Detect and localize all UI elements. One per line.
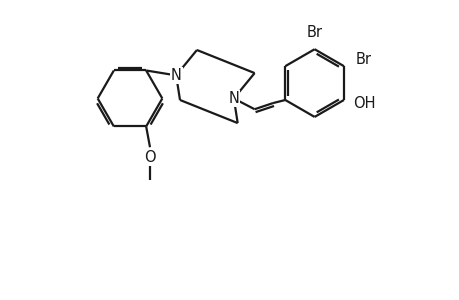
Text: OH: OH: [353, 96, 375, 111]
Text: N: N: [228, 91, 239, 106]
Text: N: N: [170, 68, 181, 83]
Text: Br: Br: [354, 52, 370, 68]
Text: Br: Br: [306, 25, 322, 40]
Text: O: O: [144, 150, 156, 165]
